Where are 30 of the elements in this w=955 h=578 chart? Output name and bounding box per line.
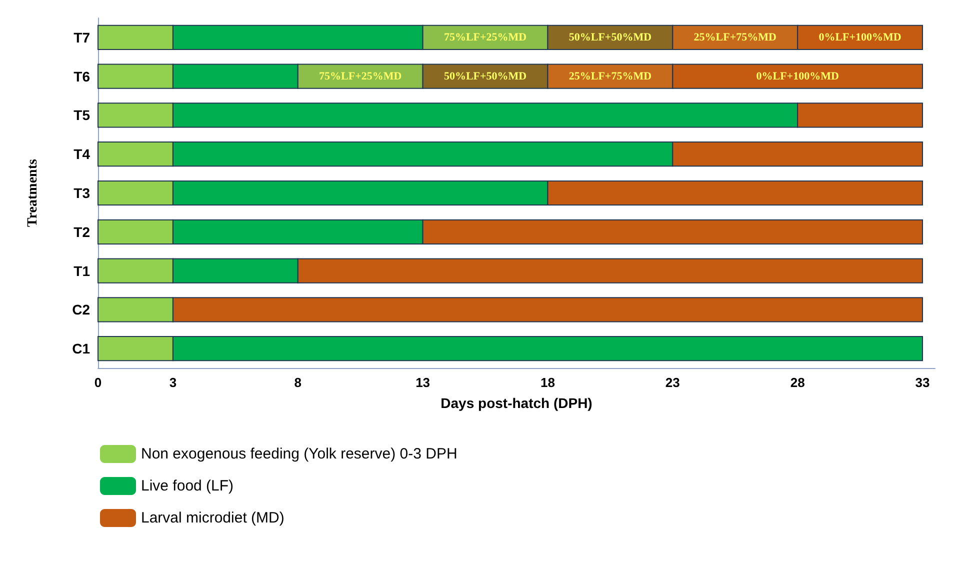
x-tick-label: 3 [169,375,177,390]
series-label: 25%LF+75%MD [568,70,652,82]
x-tick-label: 13 [416,375,430,390]
x-tick-label: 23 [665,375,680,390]
series-label: 50%LF+50%MD [444,70,527,82]
y-tick-label: C2 [72,302,90,318]
x-tick-label: 33 [915,375,930,390]
legend-label: Non exogenous feeding (Yolk reserve) 0-3 DPH [141,446,458,462]
text: 0%LF+100%MD [818,31,902,44]
series-label: 75%LF+25%MD [319,70,402,82]
text: 50%LF+50%MD [568,31,652,44]
legend-label: Live food (LF) [141,478,234,494]
y-tick-label: T6 [74,68,90,84]
text: 75%LF+25%MD [444,31,527,44]
y-tick-label: T2 [74,224,90,240]
y-tick-label: T7 [74,29,90,46]
y-tick-label: C1 [72,340,90,357]
y-tick-label: T3 [74,185,90,201]
legend-label: Larval microdiet (MD) [141,510,284,526]
x-tick-label: 18 [540,375,555,390]
series-label: 0%LF+100%MD [756,70,839,82]
y-tick-label: T5 [74,107,90,124]
x-tick-label: 0 [94,375,102,390]
x-tick-label: 28 [790,375,805,390]
y-axis-title: Treatments [26,158,40,227]
y-tick-label: T1 [74,262,90,279]
text: 25%LF+75%MD [694,31,776,44]
y-tick-label: T4 [74,146,90,162]
x-axis-title: Days post-hatch (DPH) [440,395,592,411]
x-tick-label: 8 [294,375,302,390]
